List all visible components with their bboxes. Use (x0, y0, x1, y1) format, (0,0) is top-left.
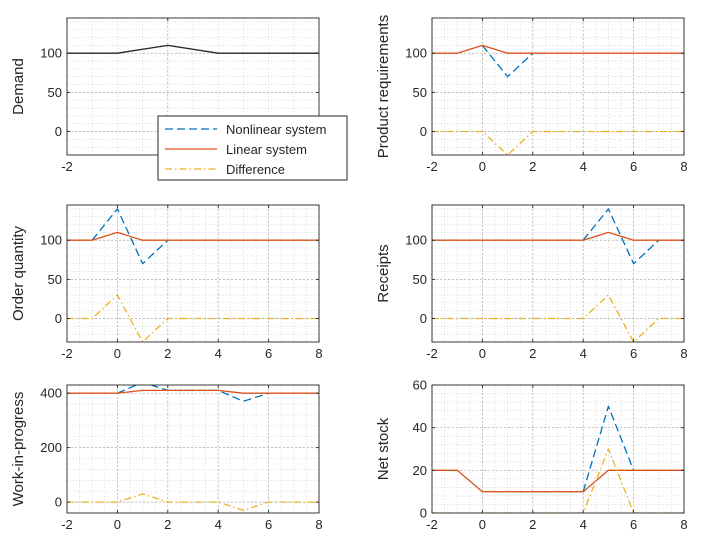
y-tick-label: 50 (48, 85, 62, 100)
x-tick-label: 2 (164, 517, 171, 532)
series-line-linear-system (67, 231, 319, 241)
legend-label-linear: Linear system (226, 142, 307, 157)
x-tick-label: 2 (529, 159, 536, 174)
x-tick-label: 4 (215, 346, 222, 361)
plot-area-receipts (432, 205, 684, 342)
x-tick-label: 6 (630, 159, 637, 174)
legend-label-nonlinear: Nonlinear system (226, 122, 326, 137)
y-tick-label: 100 (405, 46, 427, 61)
x-tick-label: 4 (580, 517, 587, 532)
x-tick-label: 0 (479, 346, 486, 361)
y-tick-label: 0 (420, 311, 427, 326)
y-axis-label-product-requirements: Product requirements (375, 15, 392, 158)
x-tick-label: -2 (61, 159, 73, 174)
series-line-linear-system (432, 469, 684, 493)
subplot-product-requirements: -2 0 2 4 6 8 0 50 100 Product requirements (375, 15, 688, 174)
y-tick-label: 50 (48, 272, 62, 287)
x-tick-label: 6 (630, 346, 637, 361)
x-tick-label: 2 (529, 517, 536, 532)
series-line-nonlinear-system (481, 44, 534, 78)
series-line-difference (67, 294, 319, 342)
axes-frame-product-requirements (431, 17, 685, 156)
y-tick-label: 50 (413, 85, 427, 100)
x-tick-label: 2 (164, 346, 171, 361)
series-group-net-stock (432, 405, 684, 513)
legend: Nonlinear system Linear system Differenc… (157, 115, 348, 181)
subplot-order-quantity: -2 0 2 4 6 8 0 50 100 Order quantity (10, 204, 323, 361)
x-tick-label: 8 (680, 517, 687, 532)
subplot-receipts: -2 0 2 4 6 8 0 50 100 Receipts (375, 204, 688, 361)
series-line-demand (67, 44, 319, 54)
x-tick-label: 0 (114, 346, 121, 361)
series-group-order-quantity (67, 208, 319, 342)
axes-frame-receipts (431, 204, 685, 343)
plot-area-product-requirements (432, 18, 684, 155)
x-tick-label: 6 (630, 517, 637, 532)
series-group-demand (67, 44, 319, 54)
series-line-linear-system (432, 231, 684, 241)
series-group-receipts (432, 208, 684, 342)
series-line-difference (432, 130, 684, 155)
y-tick-label: 60 (413, 378, 427, 393)
y-axis-label-demand: Demand (10, 58, 27, 115)
y-tick-label: 20 (413, 463, 427, 478)
x-tick-label: 0 (114, 517, 121, 532)
x-tick-label: 4 (580, 346, 587, 361)
y-tick-label: 100 (40, 233, 62, 248)
series-line-difference (67, 493, 319, 511)
x-tick-label: 2 (529, 346, 536, 361)
y-tick-label: 0 (420, 506, 427, 521)
series-group-work-in-progress (67, 385, 319, 511)
y-tick-label: 400 (40, 386, 62, 401)
x-tick-label: 4 (215, 517, 222, 532)
series-group-product-requirements (432, 44, 684, 155)
axes-frame-work-in-progress (66, 384, 320, 514)
x-tick-label: -2 (426, 517, 438, 532)
y-tick-label: 0 (55, 311, 62, 326)
x-tick-label: 8 (680, 346, 687, 361)
x-tick-label: -2 (426, 346, 438, 361)
y-axis-label-order-quantity: Order quantity (10, 225, 27, 321)
x-tick-label: -2 (426, 159, 438, 174)
x-tick-label: 8 (315, 346, 322, 361)
x-tick-label: 0 (479, 159, 486, 174)
x-tick-label: 4 (580, 159, 587, 174)
x-tick-label: 8 (315, 517, 322, 532)
series-line-linear-system (432, 44, 684, 54)
axes-frame-order-quantity (66, 204, 320, 343)
legend-label-difference: Difference (226, 162, 285, 177)
series-line-difference (432, 294, 684, 342)
y-tick-label: 0 (55, 124, 62, 139)
x-tick-label: 6 (265, 346, 272, 361)
y-tick-label: 200 (40, 440, 62, 455)
subplot-work-in-progress: -2 0 2 4 6 8 0 200 400 Work-in-progress (10, 384, 323, 532)
y-tick-label: 40 (413, 420, 427, 435)
y-tick-label: 0 (420, 124, 427, 139)
y-axis-label-work-in-progress: Work-in-progress (10, 392, 27, 507)
y-axis-label-receipts: Receipts (375, 244, 392, 302)
series-line-nonlinear-system (582, 405, 635, 492)
series-line-linear-system (67, 389, 319, 394)
axes-frame-net-stock (431, 384, 685, 514)
y-axis-label-net-stock: Net stock (375, 417, 392, 480)
x-tick-label: 8 (680, 159, 687, 174)
y-tick-label: 100 (40, 46, 62, 61)
y-tick-label: 100 (405, 233, 427, 248)
y-tick-label: 0 (55, 495, 62, 510)
y-tick-label: 50 (413, 272, 427, 287)
x-tick-label: 6 (265, 517, 272, 532)
x-tick-label: -2 (61, 517, 73, 532)
x-tick-label: -2 (61, 346, 73, 361)
x-tick-label: 0 (479, 517, 486, 532)
series-line-difference (432, 448, 684, 513)
